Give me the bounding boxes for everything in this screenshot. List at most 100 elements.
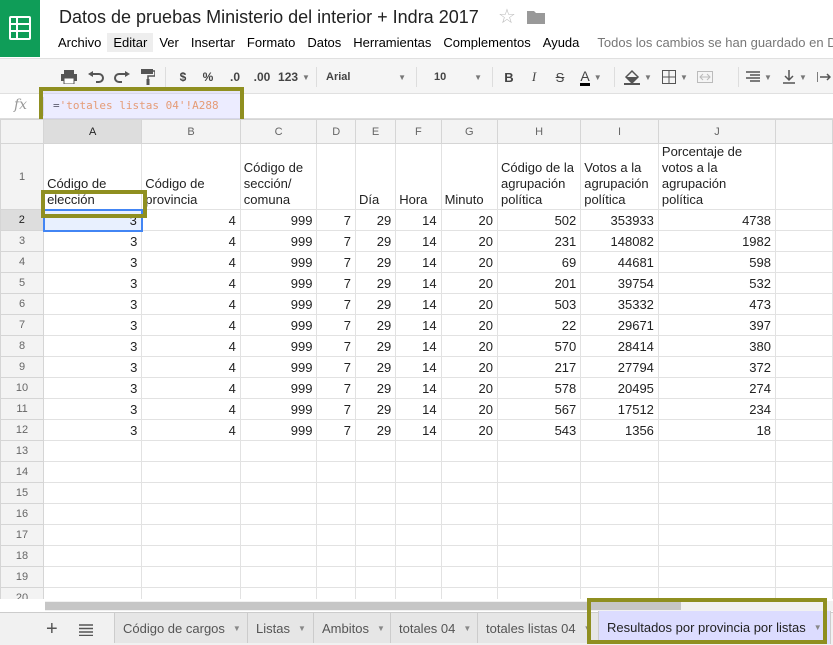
table-cell[interactable]: 7 xyxy=(316,230,356,252)
table-cell[interactable] xyxy=(775,335,833,357)
tab-totales-listas-04[interactable]: totales listas 04 ▼ xyxy=(477,613,601,643)
table-cell[interactable]: 7 xyxy=(316,377,356,399)
table-cell[interactable]: 503 xyxy=(496,293,582,315)
table-cell[interactable] xyxy=(580,482,659,504)
table-cell[interactable]: 3 xyxy=(43,356,143,378)
row-header[interactable]: 18 xyxy=(0,545,45,567)
table-cell[interactable] xyxy=(496,524,582,546)
table-cell[interactable]: Porcentaje de votos a la agrupación polí… xyxy=(657,143,777,210)
table-cell[interactable]: 231 xyxy=(496,230,582,252)
row-header[interactable]: 1 xyxy=(0,143,45,210)
table-cell[interactable] xyxy=(316,545,356,567)
table-cell[interactable]: 999 xyxy=(239,209,318,231)
table-cell[interactable]: 29 xyxy=(354,356,397,378)
table-cell[interactable] xyxy=(354,440,397,462)
table-cell[interactable] xyxy=(354,503,397,525)
font-family-select[interactable]: Arial ▼ xyxy=(322,65,410,89)
table-cell[interactable] xyxy=(395,461,442,483)
table-cell[interactable] xyxy=(496,545,582,567)
column-header-f[interactable]: F xyxy=(395,119,442,144)
row-header[interactable]: 7 xyxy=(0,314,45,336)
table-cell[interactable]: 4 xyxy=(141,356,241,378)
table-cell[interactable] xyxy=(354,482,397,504)
table-cell[interactable]: 4 xyxy=(141,272,241,294)
table-cell[interactable] xyxy=(496,440,582,462)
strikethrough-button[interactable]: S xyxy=(555,69,565,85)
menu-insertar[interactable]: Insertar xyxy=(190,35,235,50)
table-cell[interactable] xyxy=(496,566,582,588)
table-cell[interactable] xyxy=(440,566,498,588)
table-cell[interactable]: 27794 xyxy=(580,356,659,378)
table-cell[interactable]: 18 xyxy=(657,419,777,441)
add-sheet-button[interactable]: + xyxy=(46,618,58,640)
table-cell[interactable]: 397 xyxy=(657,314,777,336)
table-cell[interactable] xyxy=(316,566,356,588)
table-cell[interactable]: 999 xyxy=(239,293,318,315)
table-cell[interactable]: 39754 xyxy=(580,272,659,294)
table-cell[interactable]: 3 xyxy=(43,314,143,336)
table-cell[interactable] xyxy=(141,482,241,504)
table-cell[interactable]: 4 xyxy=(141,293,241,315)
table-cell[interactable] xyxy=(657,587,777,599)
table-cell[interactable]: 35332 xyxy=(580,293,659,315)
table-cell[interactable]: 44681 xyxy=(580,251,659,273)
table-cell[interactable] xyxy=(316,587,356,599)
table-cell[interactable]: 20 xyxy=(440,356,498,378)
table-cell[interactable]: 4 xyxy=(141,230,241,252)
table-cell[interactable]: 20 xyxy=(440,398,498,420)
table-cell[interactable]: 3 xyxy=(42,208,143,232)
row-header[interactable]: 20 xyxy=(0,587,45,599)
row-header[interactable]: 2 xyxy=(0,209,45,231)
menu-complementos[interactable]: Complementos xyxy=(443,35,531,50)
table-cell[interactable] xyxy=(580,503,659,525)
table-cell[interactable] xyxy=(580,440,659,462)
table-cell[interactable]: 20 xyxy=(440,251,498,273)
table-cell[interactable]: 3 xyxy=(43,398,143,420)
chevron-down-icon[interactable]: ▼ xyxy=(463,623,472,633)
table-cell[interactable] xyxy=(395,482,442,504)
table-cell[interactable] xyxy=(775,314,833,336)
table-cell[interactable]: 7 xyxy=(316,335,356,357)
tab-resultados-por-provincia-por-listas[interactable]: Resultados por provincia por listas ▼ xyxy=(598,611,831,644)
table-cell[interactable]: 999 xyxy=(239,251,318,273)
row-header[interactable]: 19 xyxy=(0,566,45,588)
table-cell[interactable] xyxy=(141,503,241,525)
table-cell[interactable]: 4 xyxy=(141,398,241,420)
column-header-j[interactable]: J xyxy=(657,119,777,144)
table-cell[interactable] xyxy=(239,461,318,483)
document-title[interactable]: Datos de pruebas Ministerio del interior… xyxy=(59,7,479,27)
table-cell[interactable] xyxy=(141,566,241,588)
table-cell[interactable] xyxy=(775,377,833,399)
row-header[interactable]: 12 xyxy=(0,419,45,441)
italic-button[interactable]: I xyxy=(531,69,537,84)
row-header[interactable]: 4 xyxy=(0,251,45,273)
scrollbar-thumb[interactable] xyxy=(45,602,681,610)
menu-editar[interactable]: Editar xyxy=(107,33,154,52)
table-cell[interactable]: 14 xyxy=(395,377,442,399)
table-cell[interactable] xyxy=(316,143,356,210)
table-cell[interactable] xyxy=(395,566,442,588)
decrease-decimals-button[interactable]: .0 xyxy=(229,70,240,84)
table-cell[interactable] xyxy=(440,440,498,462)
table-cell[interactable]: 14 xyxy=(395,293,442,315)
row-header[interactable]: 17 xyxy=(0,524,45,546)
table-cell[interactable] xyxy=(239,545,318,567)
table-cell[interactable]: 999 xyxy=(239,356,318,378)
table-cell[interactable]: 999 xyxy=(239,377,318,399)
table-cell[interactable]: 20 xyxy=(440,314,498,336)
table-cell[interactable]: 372 xyxy=(657,356,777,378)
table-cell[interactable]: 7 xyxy=(316,356,356,378)
table-cell[interactable]: 22 xyxy=(496,314,582,336)
table-cell[interactable]: 3 xyxy=(43,251,143,273)
table-cell[interactable]: 4 xyxy=(141,335,241,357)
table-cell[interactable] xyxy=(440,587,498,599)
select-all-corner[interactable] xyxy=(0,119,45,144)
table-cell[interactable] xyxy=(775,143,833,210)
row-header[interactable]: 13 xyxy=(0,440,45,462)
menu-ayuda[interactable]: Ayuda xyxy=(542,35,580,50)
table-cell[interactable] xyxy=(440,503,498,525)
table-cell[interactable]: 14 xyxy=(395,398,442,420)
table-cell[interactable] xyxy=(395,545,442,567)
table-cell[interactable]: 3 xyxy=(43,419,143,441)
table-cell[interactable]: 20 xyxy=(440,335,498,357)
